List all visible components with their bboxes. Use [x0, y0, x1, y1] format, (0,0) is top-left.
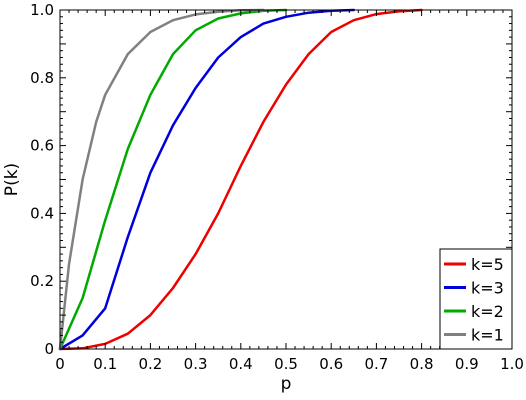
tick-labels: 0 0.1 0.2 0.3 0.4 0.5 0.6 0.7 0.8 0.9 1.0 0 0.2 0.4 0.… — [30, 1, 524, 373]
y-tick-label: 0.6 — [30, 137, 54, 155]
legend-label: k=5 — [471, 255, 504, 274]
legend-label: k=1 — [471, 326, 504, 345]
y-tick-label: 0.2 — [30, 272, 54, 290]
y-tick-label: 0.8 — [30, 69, 54, 87]
x-tick-label: 0.1 — [93, 355, 117, 373]
series-line-k-2 — [58, 8, 288, 351]
y-axis-label: P(k) — [2, 163, 22, 196]
x-tick-label: 0 — [55, 355, 65, 373]
x-tick-label: 0.5 — [274, 355, 298, 373]
legend: k=5 k=3 k=2 k=1 — [439, 248, 513, 350]
x-tick-label: 0.3 — [184, 355, 208, 373]
x-tick-label: 0.8 — [410, 355, 434, 373]
y-tick-label: 1.0 — [30, 1, 54, 19]
x-tick-label: 0.2 — [138, 355, 162, 373]
y-tick-label: 0.4 — [30, 204, 54, 222]
x-tick-label: 0.7 — [364, 355, 388, 373]
x-tick-label: 0.4 — [229, 355, 253, 373]
legend-label: k=2 — [471, 302, 504, 321]
x-tick-label: 1.0 — [500, 355, 524, 373]
x-tick-label: 0.6 — [319, 355, 343, 373]
series-line-k-3 — [58, 8, 356, 351]
series-lines — [58, 8, 423, 351]
y-tick-label: 0 — [44, 340, 54, 358]
series-line-k-5 — [58, 8, 423, 351]
x-axis-label: p — [281, 374, 292, 394]
legend-label: k=3 — [471, 279, 504, 298]
x-tick-label: 0.9 — [455, 355, 479, 373]
series-line-k-1 — [58, 8, 265, 351]
legend-box — [439, 248, 513, 350]
